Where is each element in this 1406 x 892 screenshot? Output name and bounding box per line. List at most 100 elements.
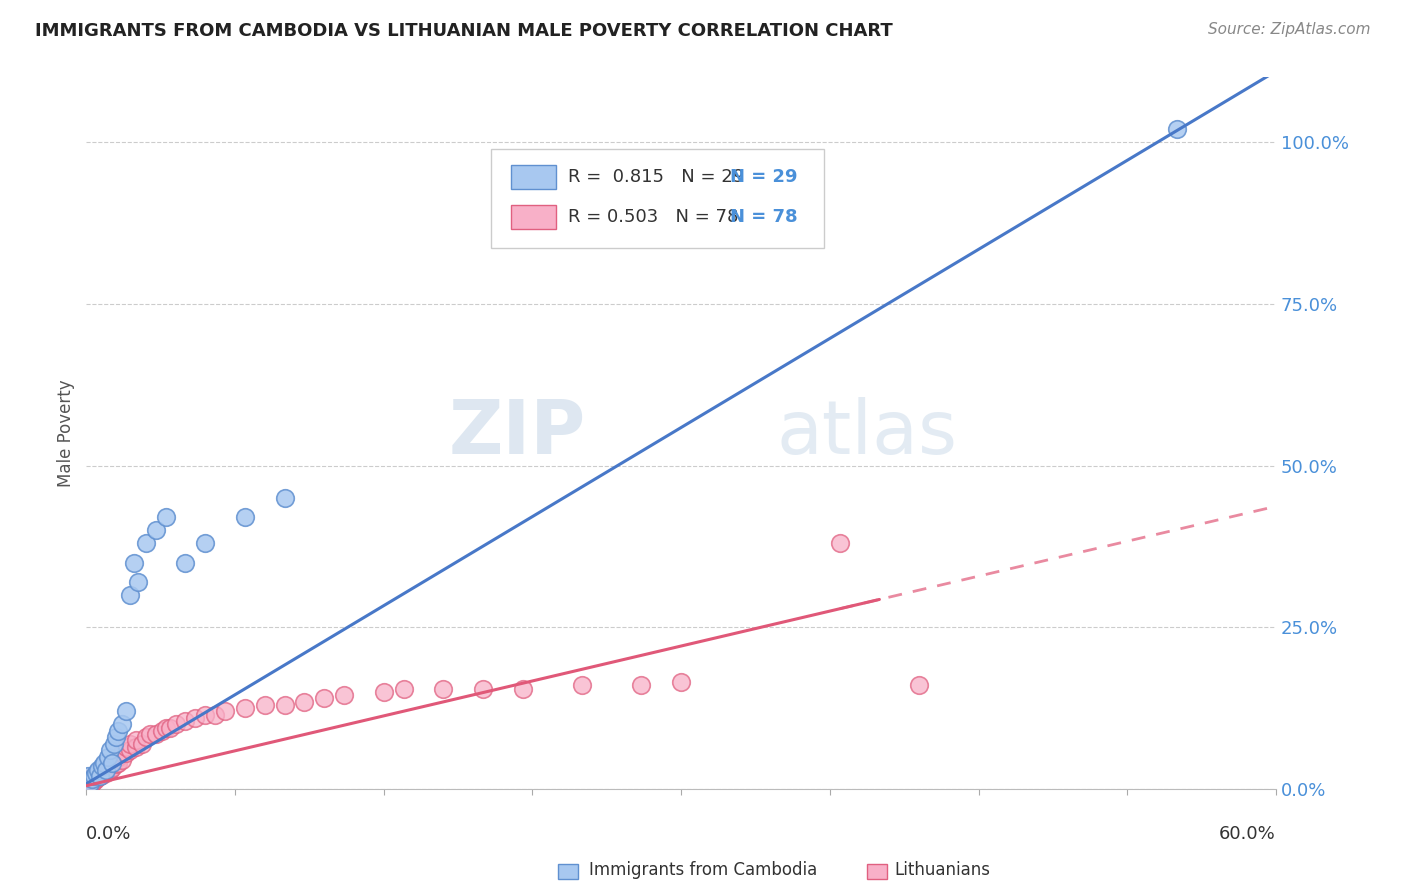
Point: [79, 772, 101, 787]
Point: [115, 704, 138, 718]
Point: [101, 761, 124, 775]
Bar: [868, 863, 887, 880]
Point: [89, 763, 111, 777]
Text: Lithuanians: Lithuanians: [894, 861, 990, 879]
Point: [233, 510, 256, 524]
Point: [432, 681, 454, 696]
Point: [194, 536, 217, 550]
Point: [82, 772, 104, 787]
Point: [101, 756, 124, 770]
Point: [105, 753, 128, 767]
Point: [131, 737, 153, 751]
Point: [333, 688, 356, 702]
Point: [77, 779, 100, 793]
Point: [150, 723, 173, 738]
Point: [165, 717, 187, 731]
Point: [82, 772, 104, 787]
Point: [115, 747, 138, 761]
Point: [669, 675, 692, 690]
Point: [84, 772, 107, 787]
Point: [94, 763, 117, 777]
Point: [97, 761, 120, 775]
Point: [97, 749, 120, 764]
Text: R = 0.503   N = 78: R = 0.503 N = 78: [568, 208, 738, 226]
Point: [91, 759, 114, 773]
Bar: [558, 863, 578, 880]
Point: [94, 759, 117, 773]
Point: [118, 743, 141, 757]
Point: [204, 707, 226, 722]
Point: [233, 701, 256, 715]
Point: [512, 681, 534, 696]
Point: [118, 737, 141, 751]
Point: [107, 723, 129, 738]
Point: [87, 763, 110, 777]
Point: [93, 765, 115, 780]
Text: R =  0.815   N = 29: R = 0.815 N = 29: [568, 168, 744, 186]
Bar: [510, 205, 557, 229]
Text: IMMIGRANTS FROM CAMBODIA VS LITHUANIAN MALE POVERTY CORRELATION CHART: IMMIGRANTS FROM CAMBODIA VS LITHUANIAN M…: [35, 22, 893, 40]
Point: [139, 727, 162, 741]
Point: [82, 775, 104, 789]
Point: [125, 733, 148, 747]
Point: [79, 775, 101, 789]
Point: [77, 769, 100, 783]
Point: [98, 743, 121, 757]
Point: [908, 678, 931, 692]
Point: [111, 717, 134, 731]
Point: [135, 536, 157, 550]
Text: atlas: atlas: [776, 397, 957, 470]
Point: [84, 768, 107, 782]
Point: [314, 691, 336, 706]
Point: [273, 698, 295, 712]
Point: [107, 756, 129, 770]
Text: Source: ZipAtlas.com: Source: ZipAtlas.com: [1208, 22, 1371, 37]
Point: [77, 774, 100, 789]
Point: [91, 764, 114, 778]
Point: [107, 749, 129, 764]
Point: [77, 777, 100, 791]
Point: [122, 556, 145, 570]
Point: [194, 707, 217, 722]
Point: [94, 763, 117, 777]
Point: [101, 756, 124, 770]
Point: [79, 777, 101, 791]
Point: [174, 556, 197, 570]
Point: [174, 714, 197, 728]
Point: [93, 756, 115, 770]
Point: [155, 510, 177, 524]
Point: [87, 765, 110, 780]
Y-axis label: Male Poverty: Male Poverty: [58, 379, 75, 487]
Point: [98, 757, 121, 772]
Point: [155, 721, 177, 735]
Text: N = 78: N = 78: [730, 208, 797, 226]
Point: [1166, 122, 1188, 136]
Point: [273, 491, 295, 505]
Point: [253, 698, 276, 712]
Point: [118, 588, 141, 602]
Point: [111, 753, 134, 767]
Point: [292, 695, 315, 709]
Point: [82, 770, 104, 784]
Point: [79, 775, 101, 789]
Point: [87, 768, 110, 782]
Point: [97, 764, 120, 778]
Point: [828, 536, 851, 550]
Point: [87, 770, 110, 784]
Point: [103, 737, 125, 751]
Point: [111, 747, 134, 761]
Point: [135, 730, 157, 744]
Bar: [510, 165, 557, 189]
Point: [91, 768, 114, 782]
Point: [127, 574, 149, 589]
Text: N = 29: N = 29: [730, 168, 797, 186]
Text: Immigrants from Cambodia: Immigrants from Cambodia: [589, 861, 817, 879]
Point: [214, 704, 236, 718]
Point: [82, 774, 104, 789]
Point: [392, 681, 415, 696]
Text: 60.0%: 60.0%: [1219, 824, 1277, 843]
Point: [630, 678, 652, 692]
Point: [83, 769, 105, 783]
Text: 0.0%: 0.0%: [86, 824, 132, 843]
Point: [184, 711, 207, 725]
